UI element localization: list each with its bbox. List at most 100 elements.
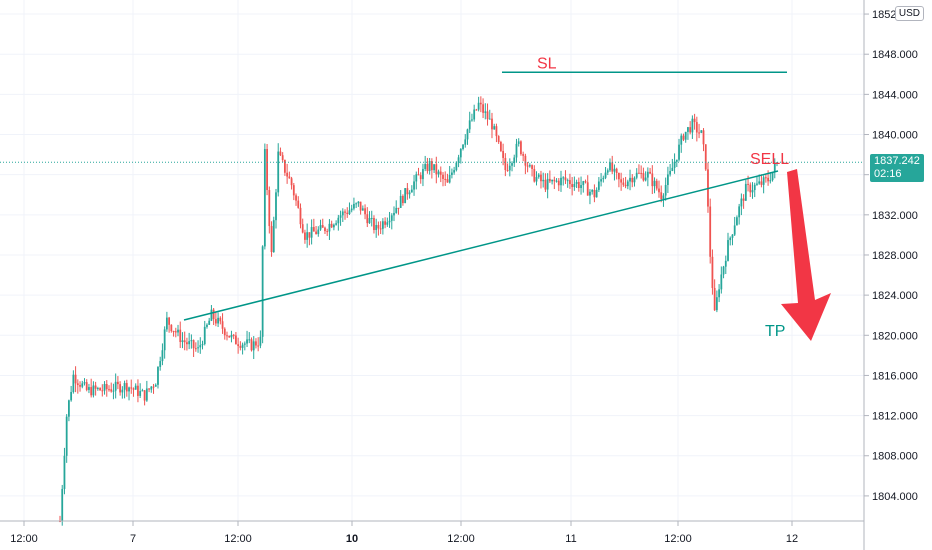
candle: [199, 337, 202, 354]
candle: [221, 313, 224, 334]
candles: [59, 96, 778, 526]
candle: [446, 173, 449, 183]
candle: [70, 385, 73, 402]
candle: [63, 447, 66, 495]
candle: [415, 171, 418, 190]
candle: [76, 379, 79, 394]
candle: [88, 383, 90, 394]
candle: [404, 187, 407, 204]
candle: [402, 194, 404, 206]
candle: [624, 176, 627, 189]
time-tick-label: 12:00: [224, 533, 252, 545]
candle: [597, 177, 600, 193]
currency-label[interactable]: USD: [894, 6, 924, 21]
candle: [533, 165, 536, 183]
candle: [658, 180, 660, 198]
candle: [631, 174, 634, 188]
time-axis[interactable]: 12:00 7 12:00 10 12:00 11 12:00 12: [10, 521, 798, 545]
candle: [660, 185, 663, 203]
candle: [197, 340, 199, 353]
candle: [413, 175, 415, 196]
candle: [513, 154, 516, 167]
candle: [618, 172, 620, 188]
candle: [373, 215, 375, 234]
candle: [263, 143, 266, 250]
candle: [497, 135, 500, 144]
candle: [346, 207, 349, 218]
candle: [350, 204, 353, 213]
candle: [580, 176, 582, 195]
candle: [94, 381, 97, 396]
candle: [644, 171, 647, 182]
time-tick-label: 7: [130, 533, 136, 545]
candle: [680, 133, 683, 153]
candle: [259, 330, 262, 349]
candle: [150, 386, 153, 393]
candle: [384, 217, 386, 229]
price-axis[interactable]: 1852.0001848.0001844.0001840.0001836.000…: [864, 9, 918, 503]
candle: [462, 144, 464, 151]
candle: [301, 218, 304, 234]
candle: [633, 176, 636, 187]
candle: [186, 337, 188, 351]
candle: [103, 381, 106, 395]
candle: [522, 151, 525, 162]
candle: [388, 211, 391, 228]
candle: [773, 158, 776, 179]
candle: [508, 158, 511, 177]
candle: [426, 157, 429, 174]
candle: [399, 190, 402, 209]
sl-label: SL: [537, 55, 557, 72]
candle: [330, 220, 333, 229]
candle: [731, 234, 734, 246]
candle: [609, 158, 611, 172]
candle: [408, 190, 411, 199]
candle: [577, 177, 580, 192]
candle: [235, 331, 237, 345]
candle: [341, 208, 344, 222]
candle: [157, 366, 159, 389]
candle: [139, 383, 142, 398]
candle: [292, 182, 295, 201]
candle: [435, 156, 438, 184]
candle: [499, 140, 502, 153]
candle: [682, 133, 685, 142]
countdown-timer: 02:16: [874, 168, 902, 181]
candle: [502, 143, 505, 166]
sell-arrow[interactable]: [781, 169, 831, 341]
candle: [433, 164, 435, 174]
candle: [715, 290, 718, 313]
candle: [646, 167, 649, 187]
candle: [548, 170, 551, 183]
candle: [762, 175, 765, 194]
candle: [742, 194, 745, 209]
candle: [393, 206, 395, 222]
grid: [0, 0, 864, 521]
candle: [190, 334, 193, 349]
candle: [515, 138, 518, 163]
candle: [589, 189, 591, 205]
candle: [540, 170, 542, 189]
candle: [297, 196, 300, 209]
candle: [324, 226, 326, 235]
candle: [315, 225, 317, 235]
time-tick-label: 12:00: [10, 533, 38, 545]
candle: [170, 324, 173, 333]
candle: [448, 166, 451, 184]
candle: [691, 115, 694, 139]
candle: [611, 155, 614, 175]
candle: [764, 173, 767, 183]
candle: [353, 197, 355, 211]
candle: [557, 178, 560, 192]
candle: [753, 182, 756, 198]
candle: [248, 332, 251, 344]
candle: [270, 221, 273, 257]
price-tick-label: 1804.000: [872, 491, 918, 503]
candle: [288, 171, 291, 179]
time-tick-label: 12: [786, 533, 798, 545]
trendline[interactable]: [183, 170, 779, 321]
candle: [326, 228, 329, 236]
candle: [212, 308, 215, 325]
price-tick-label: 1832.000: [872, 210, 918, 222]
